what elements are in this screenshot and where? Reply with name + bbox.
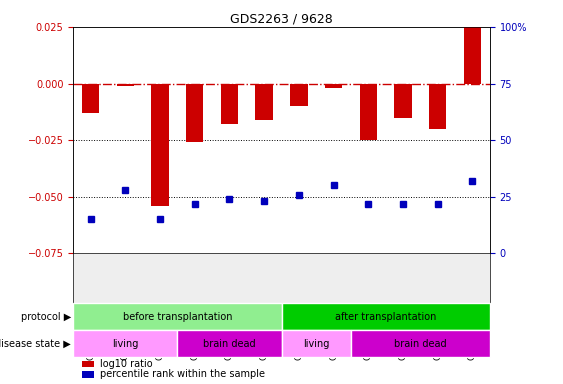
Bar <box>82 371 94 378</box>
Bar <box>82 84 99 113</box>
Text: disease state ▶: disease state ▶ <box>0 339 71 349</box>
Bar <box>429 84 446 129</box>
Text: brain dead: brain dead <box>203 339 256 349</box>
Bar <box>290 84 307 106</box>
Text: after transplantation: after transplantation <box>335 312 436 322</box>
Bar <box>282 303 490 330</box>
Bar <box>256 84 273 120</box>
Text: log10 ratio: log10 ratio <box>100 359 153 369</box>
Bar <box>73 330 177 357</box>
Bar <box>464 27 481 84</box>
Bar <box>117 84 134 86</box>
Bar <box>151 84 169 206</box>
Title: GDS2263 / 9628: GDS2263 / 9628 <box>230 13 333 26</box>
Text: living: living <box>112 339 138 349</box>
Text: before transplantation: before transplantation <box>123 312 232 322</box>
Bar <box>73 303 282 330</box>
Bar <box>360 84 377 140</box>
Bar <box>177 330 282 357</box>
Text: brain dead: brain dead <box>394 339 446 349</box>
Bar <box>394 84 412 118</box>
Text: percentile rank within the sample: percentile rank within the sample <box>100 369 265 379</box>
Bar <box>186 84 203 142</box>
Bar <box>221 84 238 124</box>
Text: living: living <box>303 339 329 349</box>
Bar <box>82 361 94 367</box>
Bar <box>282 330 351 357</box>
Bar <box>325 84 342 88</box>
Text: protocol ▶: protocol ▶ <box>21 312 71 322</box>
Bar <box>351 330 490 357</box>
